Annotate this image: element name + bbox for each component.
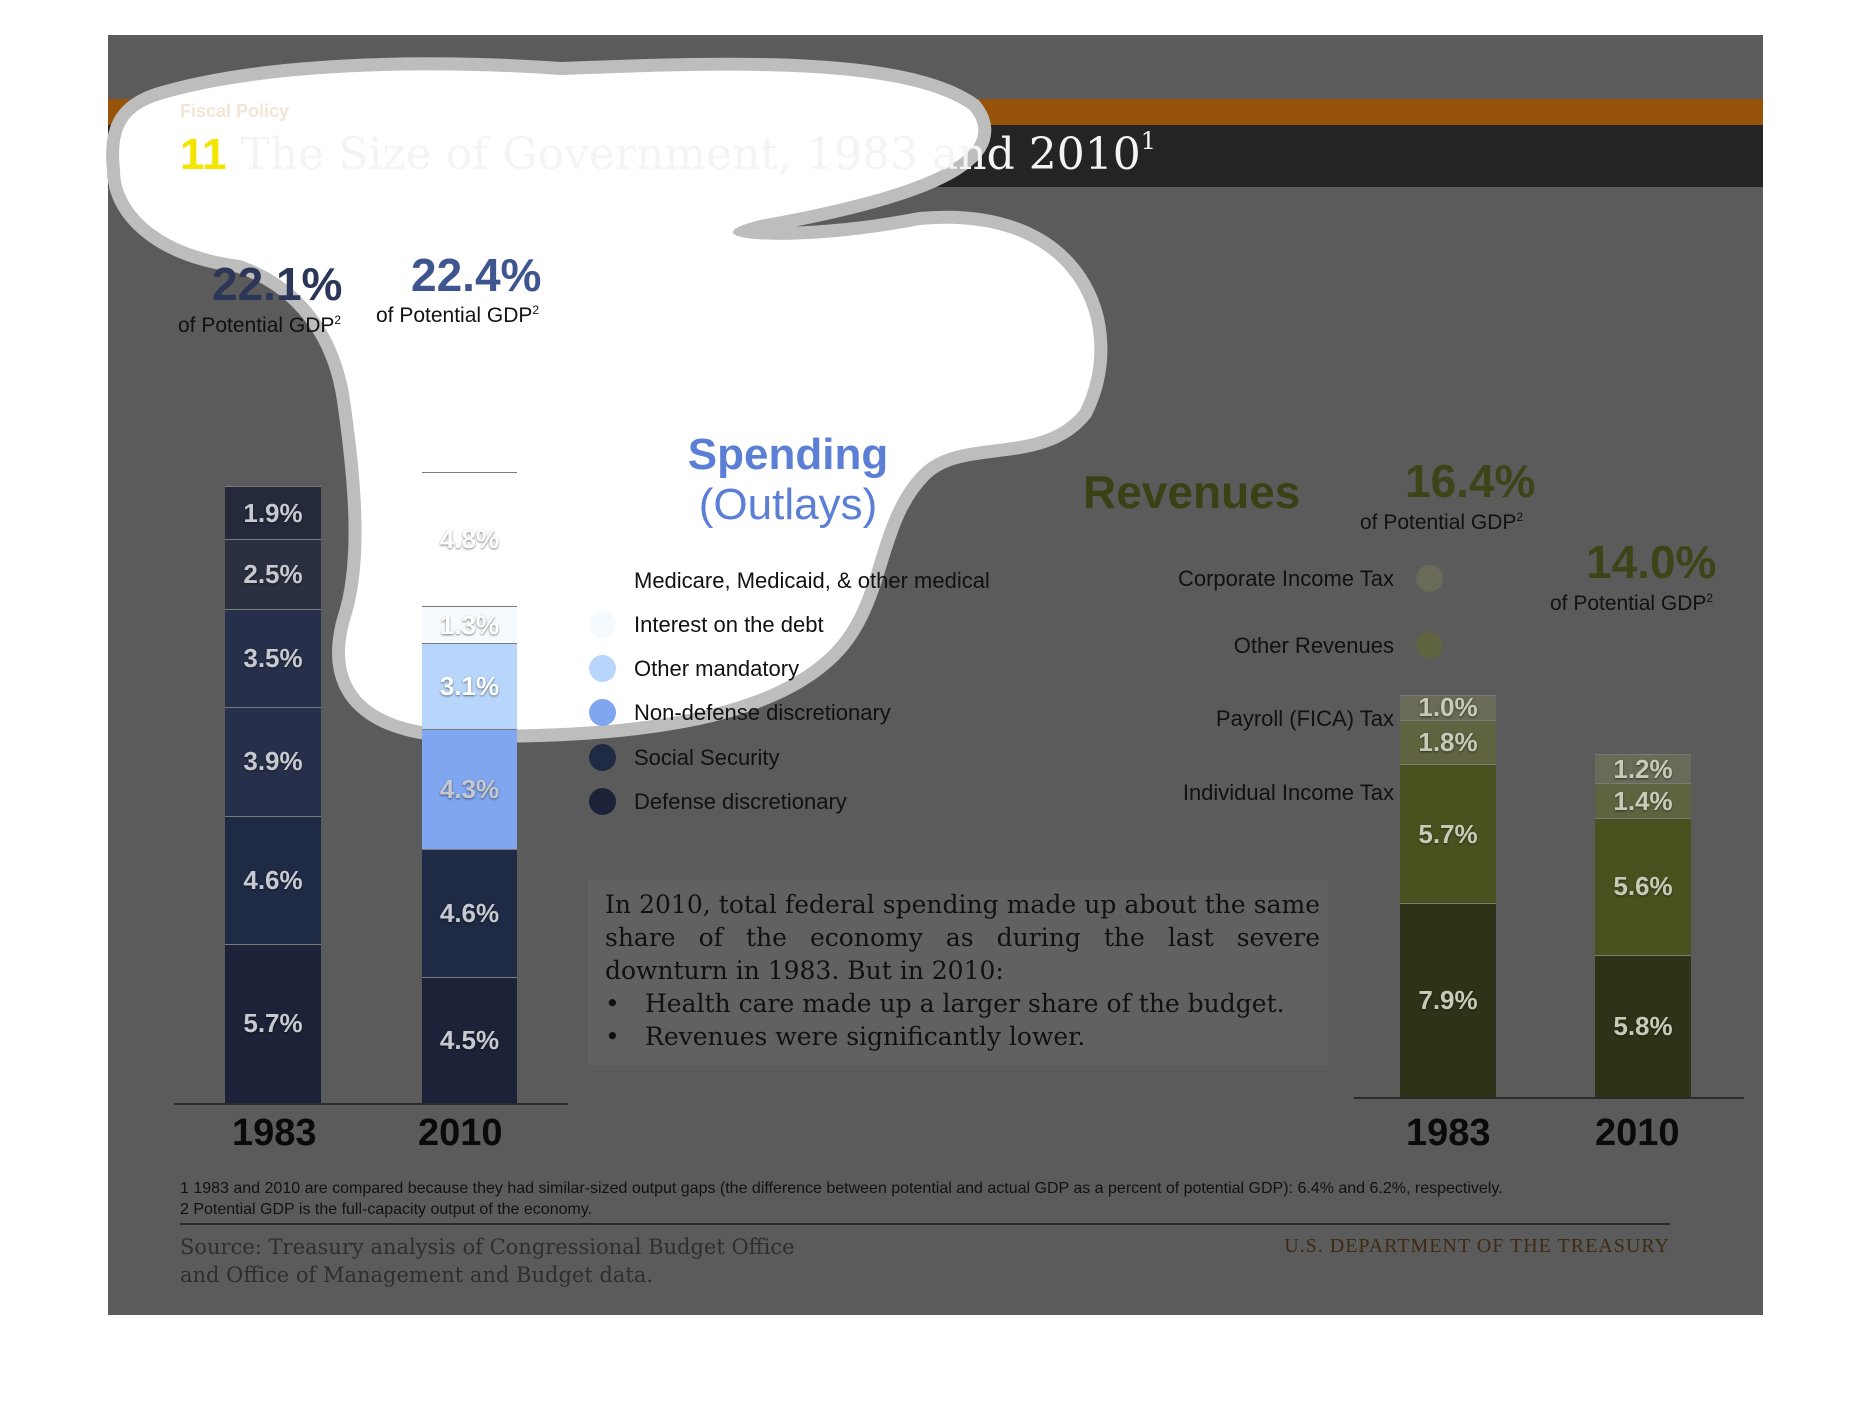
spending-year-1983: 1983 [232, 1112, 317, 1154]
bar-segment-2010-other-revenues: 1.4% [1595, 783, 1691, 818]
legend-label: Individual Income Tax [1182, 779, 1394, 805]
legend-label: Corporate Income Tax [1177, 565, 1394, 591]
revenues-total-1983: 16.4% [1405, 455, 1536, 507]
bar-segment-1983-individual-income-tax: 7.9% [1400, 903, 1496, 1097]
revenues-stacked-bar-chart: 7.9% 5.7% 1.8% 1.0% 5.8% 5.6% 1.4% 1.2% [108, 35, 1763, 1185]
bar-segment-1983-other-revenues: 1.8% [1400, 719, 1496, 764]
note-text: In 2010, total federal spending made up … [605, 888, 1320, 1053]
revenues-baseline [1354, 1097, 1744, 1099]
note-paragraph: In 2010, total federal spending made up … [605, 890, 1320, 985]
legend-label: Other Revenues [1233, 632, 1394, 658]
footnotes: 1 1983 and 2010 are compared because the… [180, 1178, 1503, 1220]
bar-value-label: 1.4% [1613, 785, 1673, 816]
revenues-potential-gdp-1983: of Potential GDP2 [1360, 510, 1524, 534]
highlight-spot [119, 70, 1095, 730]
footnote-1: 1 1983 and 2010 are compared because the… [180, 1180, 1503, 1197]
bar-value-label: 1.0% [1418, 692, 1478, 723]
bar-segment-2010-payroll-fica-tax: 5.6% [1595, 817, 1691, 955]
legend-item: Other Revenues [1234, 632, 1443, 659]
footer-divider [180, 1223, 1670, 1225]
footnote-2: 2 Potential GDP is the full-capacity out… [180, 1201, 593, 1218]
legend-swatch [1416, 632, 1443, 659]
revenues-year-2010: 2010 [1595, 1112, 1680, 1154]
revenues-total-2010: 14.0% [1586, 536, 1717, 588]
bar-segment-1983-payroll-fica-tax: 5.7% [1400, 763, 1496, 904]
bar-segment-1983-corporate-income-tax: 1.0% [1400, 692, 1496, 723]
legend-label: Payroll (FICA) Tax [1215, 705, 1394, 731]
note-bullet: Health care made up a larger share of th… [605, 987, 1320, 1020]
spending-baseline [174, 1103, 568, 1105]
bar-value-label: 1.8% [1418, 726, 1478, 757]
bar-value-label: 5.7% [1418, 818, 1478, 849]
bar-segment-2010-corporate-income-tax: 1.2% [1595, 753, 1691, 784]
bar-value-label: 1.2% [1613, 753, 1673, 784]
agency-name: U.S. DEPARTMENT OF THE TREASURY [1284, 1235, 1670, 1257]
revenues-potential-gdp-2010: of Potential GDP2 [1550, 591, 1714, 615]
note-bullets: Health care made up a larger share of th… [605, 987, 1320, 1053]
bar-value-label: 5.6% [1613, 871, 1673, 902]
revenues-year-1983: 1983 [1406, 1112, 1491, 1154]
bar-value-label: 5.8% [1613, 1010, 1673, 1041]
legend-item: Corporate Income Tax [1178, 565, 1443, 592]
legend-swatch [1416, 565, 1443, 592]
note-bullet: Revenues were significantly lower. [605, 1020, 1320, 1053]
source-credit: Source: Treasury analysis of Congression… [180, 1235, 795, 1287]
bar-segment-2010-individual-income-tax: 5.8% [1595, 954, 1691, 1097]
spending-year-2010: 2010 [418, 1112, 503, 1154]
revenues-title: Revenues [1083, 466, 1301, 518]
bar-value-label: 7.9% [1418, 985, 1478, 1016]
